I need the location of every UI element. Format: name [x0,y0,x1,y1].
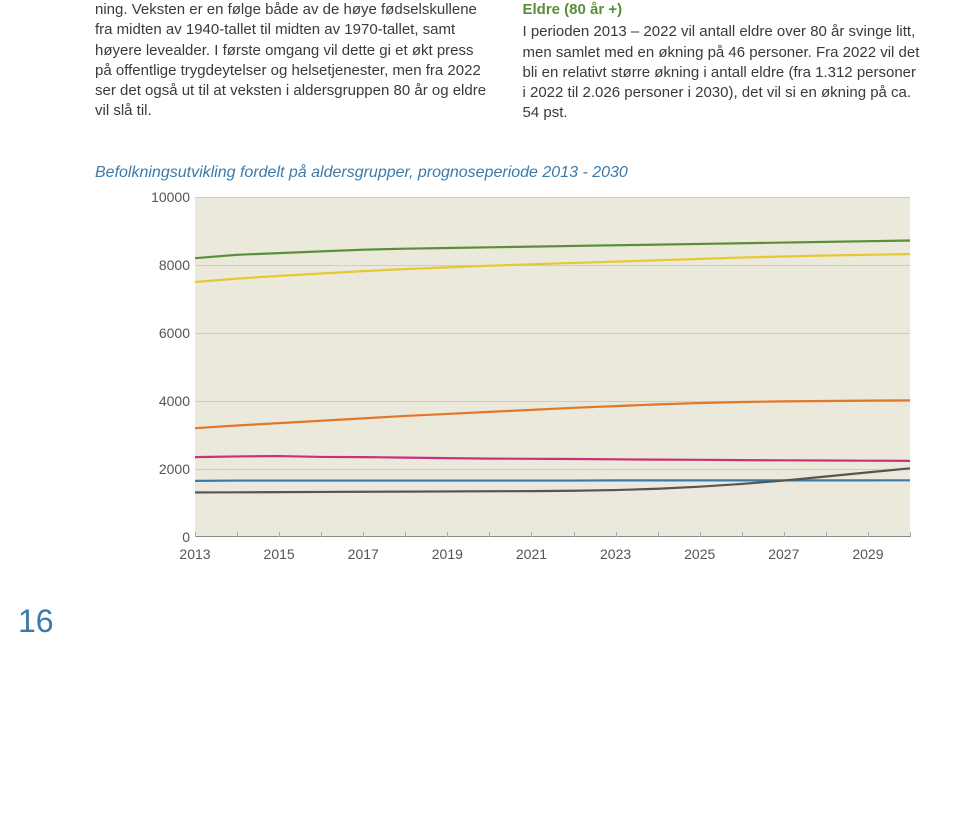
x-tick-mark [405,532,406,537]
x-tick-mark [826,532,827,537]
x-tick-mark [447,532,448,537]
y-tick-label: 6000 [140,325,190,341]
x-tick-label: 2013 [179,546,210,562]
col1-text: ning. Veksten er en følge både av de høy… [95,1,486,119]
page-number: 16 [18,603,54,640]
x-tick-mark [616,532,617,537]
chart-container: 0200040006000800010000201320152017201920… [140,197,920,567]
series-s4 [195,456,910,461]
x-tick-mark [237,532,238,537]
y-tick-label: 4000 [140,393,190,409]
x-tick-mark [742,532,743,537]
column-left: ning. Veksten er en følge både av de høy… [95,0,493,124]
x-tick-mark [531,532,532,537]
x-tick-mark [868,532,869,537]
x-tick-label: 2019 [432,546,463,562]
x-tick-label: 2025 [684,546,715,562]
plot-area [195,197,910,537]
series-s5 [195,480,910,481]
x-tick-mark [910,532,911,537]
y-tick-label: 10000 [140,189,190,205]
text-columns: ning. Veksten er en følge både av de høy… [0,0,960,124]
y-tick-label: 2000 [140,461,190,477]
series-s2 [195,254,910,282]
x-tick-label: 2027 [768,546,799,562]
x-tick-mark [279,532,280,537]
x-tick-mark [574,532,575,537]
x-tick-mark [658,532,659,537]
x-tick-mark [321,532,322,537]
x-tick-mark [363,532,364,537]
x-tick-label: 2015 [264,546,295,562]
y-tick-label: 8000 [140,257,190,273]
col2-text: I perioden 2013 – 2022 vil antall eldre … [523,23,920,121]
col2-heading: Eldre (80 år +) [523,0,921,20]
series-s3 [195,400,910,428]
chart-box: 0200040006000800010000201320152017201920… [140,197,920,567]
x-tick-mark [489,532,490,537]
x-tick-label: 2023 [600,546,631,562]
x-tick-label: 2017 [348,546,379,562]
chart-title: Befolkningsutvikling fordelt på aldersgr… [95,164,960,182]
x-tick-mark [195,532,196,537]
x-tick-mark [784,532,785,537]
x-tick-label: 2029 [852,546,883,562]
x-tick-label: 2021 [516,546,547,562]
chart-svg [195,197,910,537]
x-tick-mark [700,532,701,537]
y-tick-label: 0 [140,529,190,545]
column-right: Eldre (80 år +) I perioden 2013 – 2022 v… [523,0,921,124]
